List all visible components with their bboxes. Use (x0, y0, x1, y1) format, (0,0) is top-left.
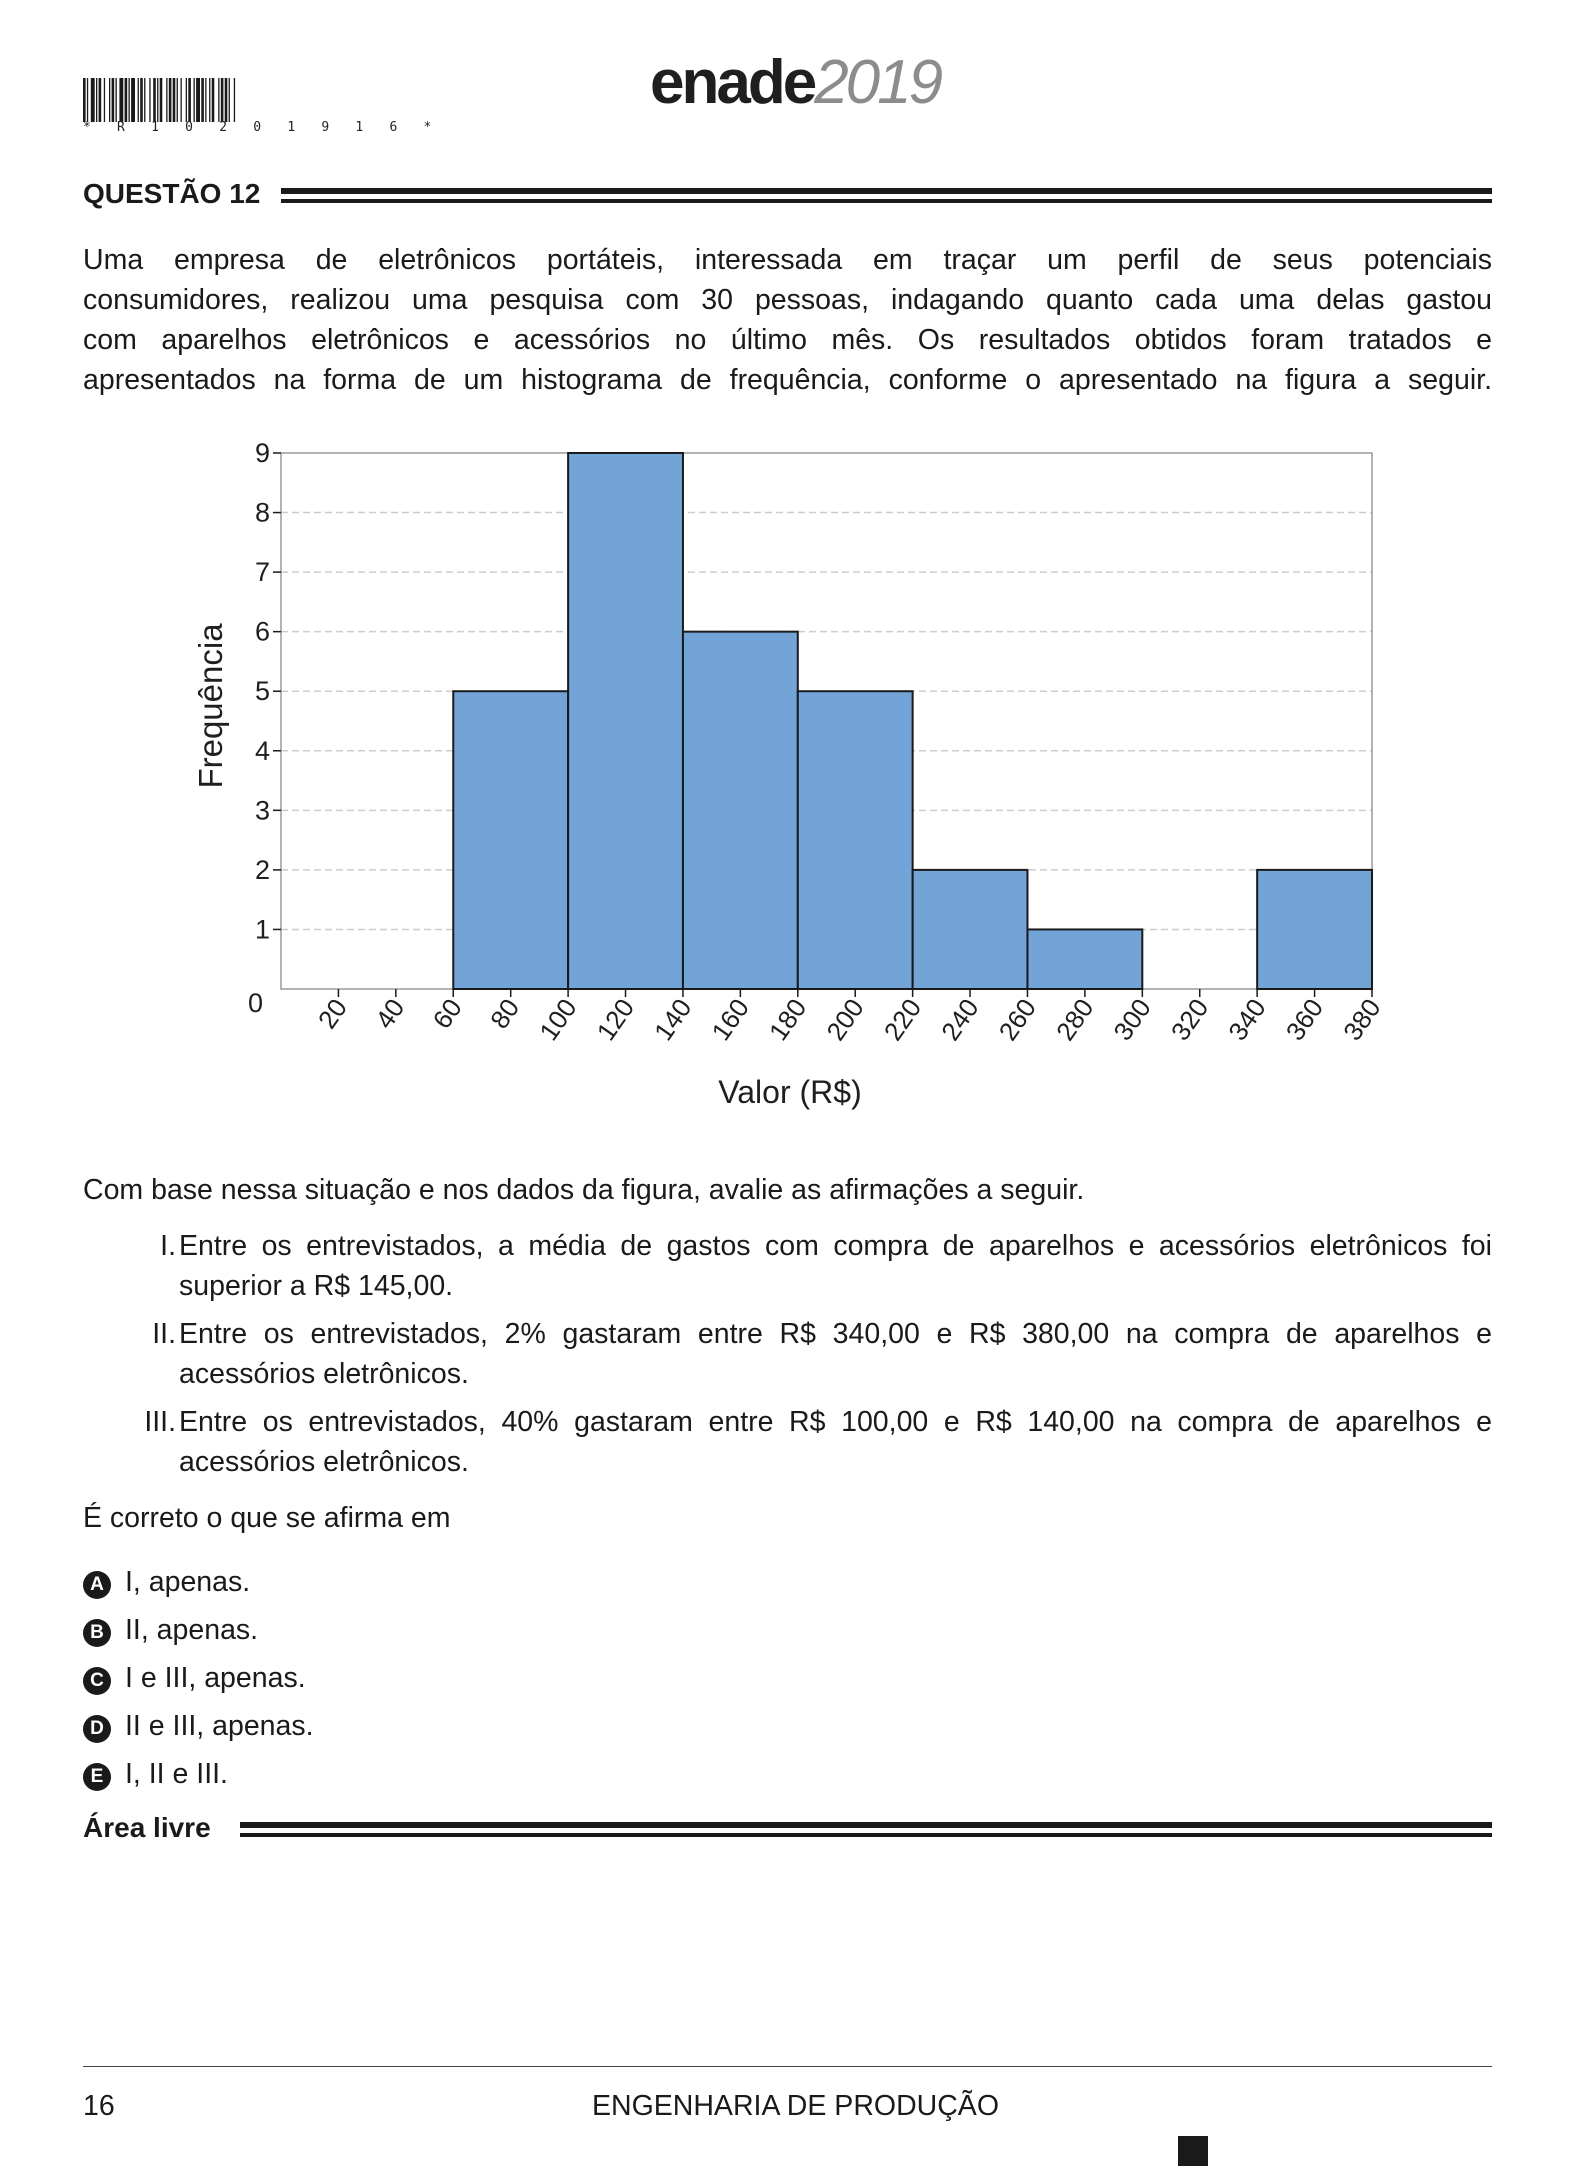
statement-1: I. Entre os entrevistados, a média de ga… (130, 1226, 1492, 1306)
y-tick-label: 1 (255, 914, 270, 944)
ask-text: É correto o que se afirma em (83, 1502, 451, 1534)
y-tick-label: 3 (255, 795, 270, 825)
x-tick-label: 260 (993, 993, 1042, 1046)
statement-line: acessórios eletrônicos. (179, 1358, 469, 1390)
intro-line: com aparelhos eletrônicos e acessórios n… (83, 324, 1492, 356)
option-letter-badge: B (83, 1619, 111, 1647)
x-tick-label: 340 (1222, 993, 1271, 1046)
question-title: QUESTÃO 12 (83, 178, 261, 209)
enade-logo: enade2019 (650, 52, 943, 114)
intro-line: consumidores, realizou uma pesquisa com … (83, 284, 1492, 316)
x-tick-label: 320 (1165, 993, 1214, 1046)
x-tick-label: 20 (312, 993, 353, 1034)
barcode (83, 78, 378, 126)
histogram-bar (681, 630, 799, 991)
registration-mark (1178, 2136, 1208, 2166)
x-tick-label: 240 (935, 993, 984, 1046)
statement-number: I. (160, 1230, 176, 1262)
option-e[interactable]: E I, II e III. (83, 1754, 228, 1794)
page-number: 16 (83, 2090, 115, 2122)
option-text: I, apenas. (125, 1566, 251, 1598)
title-rule (281, 188, 1492, 203)
y-tick-label: 2 (255, 855, 270, 885)
x-tick-label: 160 (705, 993, 754, 1046)
histogram-bar (911, 868, 1029, 991)
histogram-bar (1256, 868, 1373, 991)
option-text: I e III, apenas. (125, 1662, 306, 1694)
logo-word: enade (650, 48, 817, 117)
x-tick-label: 220 (878, 993, 927, 1046)
y-tick-label: 5 (255, 676, 270, 706)
statement-line: superior a R$ 145,00. (179, 1270, 454, 1302)
x-axis-title: Valor (R$) (718, 1074, 861, 1110)
option-text: II e III, apenas. (125, 1710, 314, 1742)
statement-number: III. (144, 1406, 176, 1438)
y-tick-label: 4 (255, 736, 270, 766)
option-letter-badge: E (83, 1763, 111, 1791)
x-tick-label: 200 (820, 993, 869, 1046)
statement-line: Entre os entrevistados, 40% gastaram ent… (179, 1406, 1492, 1438)
option-a[interactable]: A I, apenas. (83, 1562, 250, 1602)
histogram-bar (567, 452, 684, 990)
x-tick-label: 360 (1280, 993, 1329, 1046)
histogram-bar (1026, 928, 1144, 991)
option-c[interactable]: C I e III, apenas. (83, 1658, 306, 1698)
histogram-bar (452, 690, 570, 990)
statement-2: II. Entre os entrevistados, 2% gastaram … (130, 1314, 1492, 1394)
y-tick-label: 7 (255, 557, 270, 587)
intro-line: apresentados na forma de um histograma d… (83, 364, 1492, 396)
x-tick-label: 100 (533, 993, 582, 1046)
option-letter-badge: D (83, 1715, 111, 1743)
x-tick-label: 120 (591, 993, 640, 1046)
y-tick-label: 9 (255, 438, 270, 468)
statement-line: Entre os entrevistados, 2% gastaram entr… (179, 1318, 1492, 1350)
x-tick-label: 280 (1050, 993, 1099, 1046)
option-text: I, II e III. (125, 1758, 228, 1790)
x-tick-label: 60 (427, 993, 468, 1034)
option-letter-badge: A (83, 1571, 111, 1599)
intro-line: Uma empresa de eletrônicos portáteis, in… (83, 244, 1492, 276)
y-tick-label: 0 (248, 988, 263, 1018)
barcode-bars (83, 78, 236, 122)
statement-line: Entre os entrevistados, a média de gasto… (179, 1230, 1492, 1262)
statement-line: acessórios eletrônicos. (179, 1446, 469, 1478)
option-text: II, apenas. (125, 1614, 259, 1646)
option-letter-badge: C (83, 1667, 111, 1695)
free-area-rule (240, 1822, 1492, 1837)
x-tick-label: 180 (763, 993, 812, 1046)
histogram-bar (796, 690, 914, 990)
y-tick-label: 8 (255, 498, 270, 528)
y-axis-title: Frequência (192, 623, 229, 789)
x-tick-label: 40 (369, 993, 410, 1034)
statement-number: II. (152, 1318, 176, 1350)
logo-year: 2019 (814, 48, 943, 117)
x-tick-label: 140 (648, 993, 697, 1046)
intro-paragraph: Uma empresa de eletrônicos portáteis, in… (83, 240, 1492, 400)
x-tick-label: 300 (1107, 993, 1156, 1046)
option-b[interactable]: B II, apenas. (83, 1610, 258, 1650)
prompt-text: Com base nessa situação e nos dados da f… (83, 1174, 1085, 1206)
statement-3: III. Entre os entrevistados, 40% gastara… (130, 1402, 1492, 1482)
footer-divider (83, 2066, 1492, 2067)
barcode-number: * R 1 0 2 0 1 9 1 6 * (83, 120, 441, 135)
course-name: ENGENHARIA DE PRODUÇÃO (592, 2090, 999, 2122)
free-area-title: Área livre (83, 1812, 211, 1843)
x-tick-label: 80 (484, 993, 525, 1034)
option-d[interactable]: D II e III, apenas. (83, 1706, 314, 1746)
y-tick-label: 6 (255, 617, 270, 647)
x-tick-label: 380 (1337, 993, 1386, 1046)
